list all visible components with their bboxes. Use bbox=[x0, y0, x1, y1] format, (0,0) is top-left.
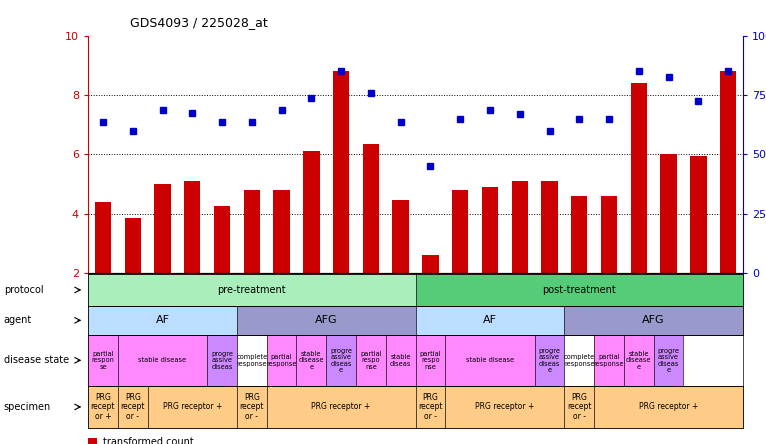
Text: progre
assive
diseas
e: progre assive diseas e bbox=[657, 348, 679, 373]
Bar bbox=[333, 71, 349, 273]
Bar bbox=[624, 335, 653, 386]
Text: post-treatment: post-treatment bbox=[542, 285, 616, 295]
Bar bbox=[422, 255, 439, 273]
Bar bbox=[630, 83, 647, 273]
Text: stable
disease
e: stable disease e bbox=[299, 351, 324, 370]
Text: AFG: AFG bbox=[315, 315, 338, 325]
Bar bbox=[88, 438, 97, 444]
Text: partial
response: partial response bbox=[594, 354, 624, 367]
Bar bbox=[296, 335, 326, 386]
Bar bbox=[88, 274, 743, 306]
Text: PRG receptor +: PRG receptor + bbox=[639, 402, 699, 412]
Bar bbox=[118, 335, 207, 386]
Bar bbox=[445, 386, 565, 428]
Bar bbox=[565, 335, 594, 386]
Bar bbox=[392, 200, 409, 273]
Bar bbox=[95, 202, 111, 273]
Bar bbox=[363, 144, 379, 273]
Text: stable disease: stable disease bbox=[466, 357, 514, 363]
Bar bbox=[356, 335, 386, 386]
Text: stable
disease
e: stable disease e bbox=[626, 351, 652, 370]
Bar bbox=[445, 335, 535, 386]
Bar bbox=[601, 196, 617, 273]
Bar bbox=[571, 196, 588, 273]
Bar bbox=[415, 386, 445, 428]
Text: PRG receptor +: PRG receptor + bbox=[475, 402, 535, 412]
Text: AF: AF bbox=[155, 315, 169, 325]
Bar bbox=[118, 386, 148, 428]
Bar bbox=[542, 181, 558, 273]
Bar bbox=[326, 335, 356, 386]
Bar bbox=[653, 335, 683, 386]
Text: pre-treatment: pre-treatment bbox=[218, 285, 286, 295]
Text: PRG
recept
or -: PRG recept or - bbox=[567, 393, 591, 421]
Bar bbox=[415, 306, 565, 335]
Text: progre
assive
diseas
e: progre assive diseas e bbox=[538, 348, 561, 373]
Bar bbox=[237, 335, 267, 386]
Text: partial
response: partial response bbox=[267, 354, 297, 367]
Bar bbox=[565, 306, 743, 335]
Text: progre
assive
diseas
e: progre assive diseas e bbox=[330, 348, 352, 373]
Bar bbox=[267, 335, 296, 386]
Text: protocol: protocol bbox=[4, 285, 44, 295]
Bar bbox=[88, 306, 237, 335]
Bar bbox=[267, 386, 415, 428]
Bar bbox=[690, 156, 706, 273]
Bar bbox=[303, 151, 319, 273]
Text: PRG
recept
or -: PRG recept or - bbox=[418, 393, 443, 421]
Bar bbox=[535, 335, 565, 386]
Bar bbox=[594, 335, 624, 386]
Bar bbox=[273, 190, 290, 273]
Text: PRG
recept
or +: PRG recept or + bbox=[90, 393, 115, 421]
Bar bbox=[88, 386, 743, 428]
Bar bbox=[482, 187, 498, 273]
Text: partial
respo
nse: partial respo nse bbox=[420, 351, 441, 370]
Bar bbox=[244, 190, 260, 273]
Text: transformed count: transformed count bbox=[103, 437, 194, 444]
Bar bbox=[148, 386, 237, 428]
Bar bbox=[660, 155, 677, 273]
Text: specimen: specimen bbox=[4, 402, 51, 412]
Bar bbox=[720, 71, 736, 273]
Bar bbox=[237, 306, 415, 335]
Text: progre
assive
diseas: progre assive diseas bbox=[211, 351, 233, 370]
Text: GDS4093 / 225028_at: GDS4093 / 225028_at bbox=[130, 16, 268, 28]
Text: stable
diseas: stable diseas bbox=[390, 354, 411, 367]
Text: AF: AF bbox=[483, 315, 497, 325]
Bar bbox=[512, 181, 528, 273]
Bar bbox=[88, 274, 415, 306]
Bar bbox=[565, 386, 594, 428]
Text: partial
respon
se: partial respon se bbox=[92, 351, 114, 370]
Bar bbox=[125, 218, 141, 273]
Text: complete
response: complete response bbox=[564, 354, 595, 367]
Bar bbox=[88, 335, 118, 386]
Bar bbox=[594, 386, 743, 428]
Bar bbox=[154, 184, 171, 273]
Bar bbox=[88, 386, 118, 428]
Bar bbox=[386, 335, 415, 386]
Bar bbox=[415, 274, 743, 306]
Bar bbox=[207, 335, 237, 386]
Text: PRG
recept
or -: PRG recept or - bbox=[240, 393, 264, 421]
Bar bbox=[237, 386, 267, 428]
Text: PRG receptor +: PRG receptor + bbox=[312, 402, 371, 412]
Text: PRG
recept
or -: PRG recept or - bbox=[120, 393, 145, 421]
Bar bbox=[214, 206, 231, 273]
Bar bbox=[184, 181, 201, 273]
Text: PRG receptor +: PRG receptor + bbox=[162, 402, 222, 412]
Text: complete
response: complete response bbox=[236, 354, 267, 367]
Text: partial
respo
nse: partial respo nse bbox=[360, 351, 381, 370]
Bar bbox=[88, 335, 743, 386]
Text: AFG: AFG bbox=[643, 315, 665, 325]
Text: disease state: disease state bbox=[4, 355, 69, 365]
Bar bbox=[452, 190, 468, 273]
Bar bbox=[415, 335, 445, 386]
Bar bbox=[88, 306, 743, 335]
Text: agent: agent bbox=[4, 315, 32, 325]
Text: stable disease: stable disease bbox=[139, 357, 187, 363]
